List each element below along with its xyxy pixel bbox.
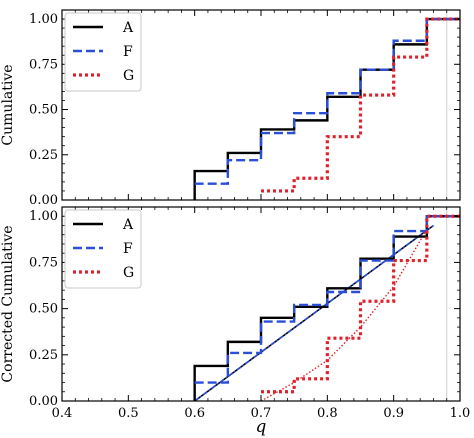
y-axis-label: Corrected Cumulative: [0, 225, 16, 382]
y-tick-label: 0.50: [29, 302, 58, 317]
plot-area: [193, 214, 460, 401]
legend-label-A: A: [122, 217, 134, 233]
y-tick-label: 0.25: [29, 348, 58, 363]
y-tick-label: 0.00: [29, 193, 58, 208]
x-axis-label: q: [256, 417, 267, 437]
series-line-G: [261, 17, 460, 193]
fit-line-1: [194, 224, 434, 401]
y-axis-label: Cumulative: [0, 64, 16, 145]
x-tick-label: 0.4: [52, 406, 73, 421]
legend-label-G: G: [123, 265, 134, 281]
x-tick-label: 1.0: [450, 406, 471, 421]
legend-label-F: F: [123, 44, 133, 60]
series-line-F: [194, 215, 460, 384]
x-tick-label: 0.9: [383, 406, 404, 421]
y-tick-label: 0.25: [29, 148, 58, 163]
x-tick-label: 0.6: [184, 406, 205, 421]
plot-area: [193, 17, 460, 200]
bottom-panel-corrected-cumulative: 0.4 0.5 0.6 0.7 0.8 0.9 1.0 0.00 0.25 0.50 0.75 1.0…: [0, 206, 471, 437]
top-panel-cumulative: 0.00 0.25 0.50 0.75 1.00 Cumulative AFG: [0, 9, 461, 208]
series-line-A: [193, 17, 460, 200]
y-tick-label: 0.00: [29, 394, 58, 409]
legend: AFG: [64, 209, 142, 289]
y-tick-label: 1.00: [29, 12, 58, 27]
legend-label-G: G: [123, 68, 134, 84]
x-tick-label: 0.7: [251, 406, 272, 421]
x-tick-label: 0.5: [118, 406, 139, 421]
y-tick-label: 0.50: [29, 103, 58, 118]
legend: AFG: [64, 12, 142, 92]
series-line-F: [194, 17, 460, 185]
legend-label-A: A: [122, 20, 134, 36]
legend-label-F: F: [123, 241, 133, 257]
y-tick-label: 0.75: [29, 255, 58, 270]
y-tick-label: 1.00: [29, 209, 58, 224]
series-line-G: [261, 214, 460, 394]
y-tick-label: 0.75: [29, 57, 58, 72]
x-tick-label: 0.8: [317, 406, 338, 421]
fit-line-2: [260, 228, 428, 401]
series-line-A: [193, 215, 460, 401]
